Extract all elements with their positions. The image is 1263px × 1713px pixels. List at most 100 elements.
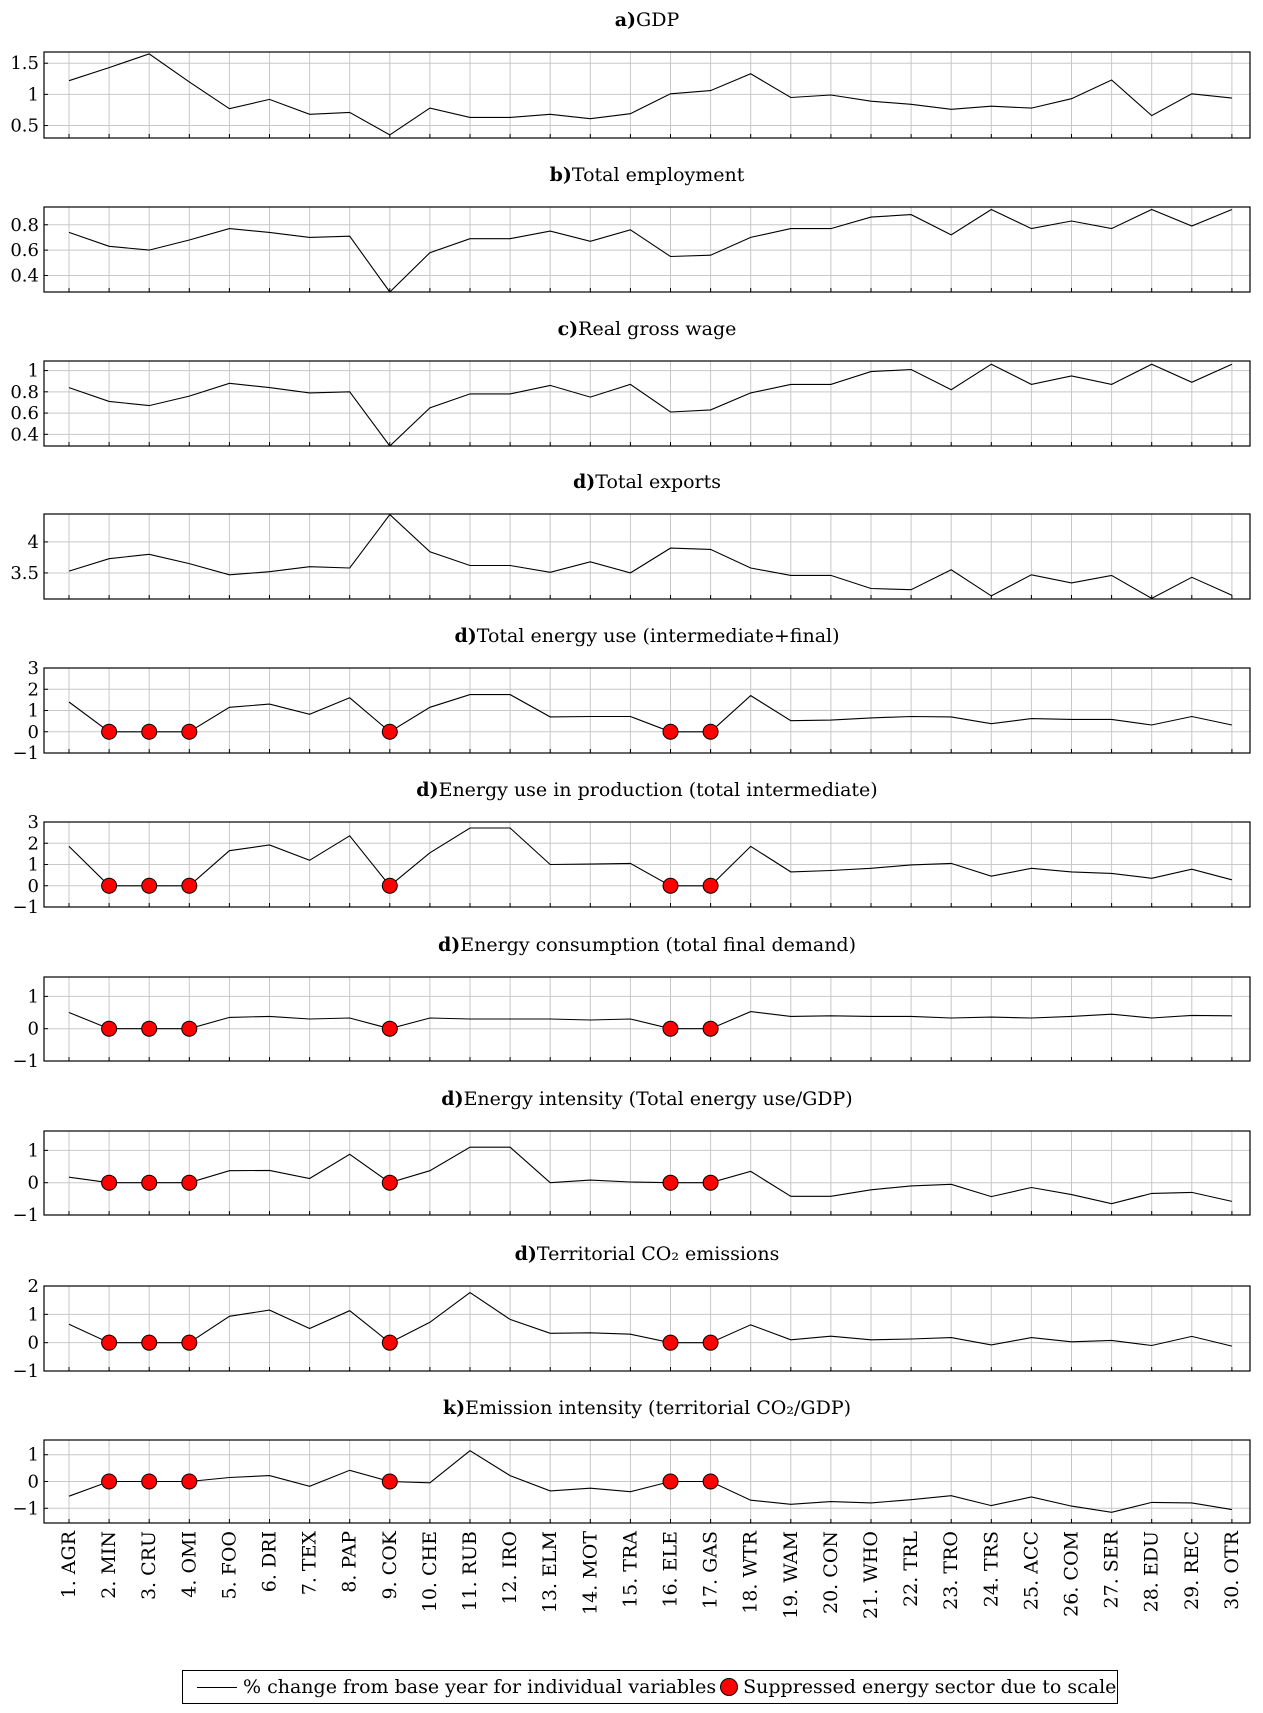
suppressed-marker [662,1334,679,1351]
suppressed-marker [141,1174,158,1191]
panel-title-text: Energy consumption (total final demand) [460,934,856,956]
panel-title-letter: d) [454,625,476,647]
x-tick-label: 12. IRO [499,1531,521,1605]
x-tick-label: 24. TRS [980,1531,1002,1607]
x-tick-label: 20. CON [820,1531,842,1614]
y-tick-label: 1 [28,84,39,105]
plot-frame [43,821,1251,908]
legend-marker-label: Suppressed energy sector due to scale [743,1676,1117,1698]
y-tick-label: 2 [28,833,39,854]
suppressed-marker [662,1174,679,1191]
x-tick-label: 28. EDU [1141,1531,1163,1612]
panel-3: c)Real gross wage 0.40.60.81 [10,318,1251,447]
y-tick-label: −1 [12,1498,39,1519]
x-tick-label: 7. TEX [299,1531,321,1596]
y-tick-label: 0 [28,1472,39,1493]
x-tick-label: 17. GAS [700,1531,722,1609]
panel-title-text: Energy intensity (Total energy use/GDP) [464,1088,853,1110]
x-tick-label: 8. PAP [339,1531,361,1593]
y-tick-label: −1 [12,1051,39,1072]
x-tick-label: 15. TRA [619,1531,641,1608]
y-tick-label: 1 [28,855,39,876]
series-line [68,208,1233,293]
x-tick-label: 30. OTR [1221,1530,1243,1610]
x-tick-label: 16. ELE [660,1531,682,1608]
suppressed-marker [702,1334,719,1351]
plot-frame [43,513,1251,600]
plot-frame [43,1130,1251,1216]
y-tick-label: 0.8 [10,215,39,236]
panel-title-letter: d) [441,1088,463,1110]
x-tick-label: 9. COK [379,1530,401,1599]
panel-9: d)Territorial CO₂ emissions −1 0 1 2 [12,1243,1251,1382]
y-tick-label: 0 [28,1333,39,1354]
panel-2: b)Total employment 0.4 0.6 0.8 [10,164,1251,293]
y-tick-label: −1 [12,1205,39,1226]
suppressed-marker [181,1473,198,1490]
panel-title: d)Territorial CO₂ emissions [515,1243,780,1265]
y-tick-label: 0.4 [10,424,39,445]
suppressed-marker [141,1334,158,1351]
plot-frame [43,976,1251,1062]
panel-10: k)Emission intensity (territorial CO₂/GD… [12,1397,1251,1524]
suppressed-marker [662,1473,679,1490]
x-tick-label: 11. RUB [459,1531,481,1612]
series-line [68,1291,1233,1347]
suppressed-marker [181,877,198,894]
y-tick-label: 3 [28,812,39,833]
x-tick-label: 27. SER [1101,1530,1123,1608]
panel-title-text: Total energy use (intermediate+final) [477,625,840,647]
suppressed-marker [181,1020,198,1037]
panel-6: d)Energy use in production (total interm… [12,779,1251,918]
panel-title-letter: b) [550,164,572,186]
y-tick-label: 1.5 [10,53,39,74]
y-tick-label: 2 [28,1276,39,1297]
plot-frame [43,360,1251,447]
suppressed-marker [702,1473,719,1490]
panel-title-letter: c) [558,318,579,340]
series-line [68,363,1233,447]
x-tick-label: 25. ACC [1020,1531,1042,1610]
x-tick-label: 2. MIN [98,1531,120,1599]
panel-7: d)Energy consumption (total final demand… [12,934,1251,1072]
y-tick-label: −1 [12,743,39,764]
series-line [68,1450,1232,1513]
y-tick-label: 0.6 [10,403,39,424]
y-tick-label: 0.5 [10,116,39,137]
legend-line-swatch [197,1686,237,1688]
series-line [68,513,1233,600]
y-tick-label: 1 [28,986,39,1007]
y-tick-label: 2 [28,679,39,700]
panel-title-letter: d) [515,1243,537,1265]
x-tick-label: 14. MOT [579,1531,601,1615]
y-tick-label: 1 [28,1304,39,1325]
y-tick-label: 3.5 [10,563,39,584]
suppressed-marker [381,1174,398,1191]
y-tick-label: 0 [28,876,39,897]
suppressed-marker [702,1174,719,1191]
x-tick-label: 18. WTR [740,1530,762,1613]
panel-title-text: Total employment [572,164,745,186]
panel-title: d)Energy intensity (Total energy use/GDP… [441,1088,852,1110]
panel-title: d)Energy consumption (total final demand… [438,934,856,956]
suppressed-marker [101,1473,118,1490]
suppressed-marker [702,1020,719,1037]
plot-frame [43,1439,1251,1524]
panel-title: d)Total energy use (intermediate+final) [454,625,839,647]
suppressed-marker [141,1020,158,1037]
suppressed-marker [101,1020,118,1037]
x-tick-label: 3. CRU [138,1531,160,1600]
y-tick-label: 0.4 [10,266,39,287]
suppressed-marker [662,877,679,894]
x-tick-label: 26. COM [1061,1531,1083,1617]
panel-title: d)Energy use in production (total interm… [416,779,877,801]
legend-line-label: % change from base year for individual v… [243,1676,717,1698]
x-tick-label: 5. FOO [218,1531,240,1600]
plot-frame [43,1285,1251,1372]
x-tick-label: 1. AGR [58,1530,80,1598]
y-tick-label: 0 [28,1173,39,1194]
panel-title: d)Total exports [573,471,721,493]
suppressed-marker [101,1174,118,1191]
suppressed-marker [662,723,679,740]
suppressed-marker [141,723,158,740]
